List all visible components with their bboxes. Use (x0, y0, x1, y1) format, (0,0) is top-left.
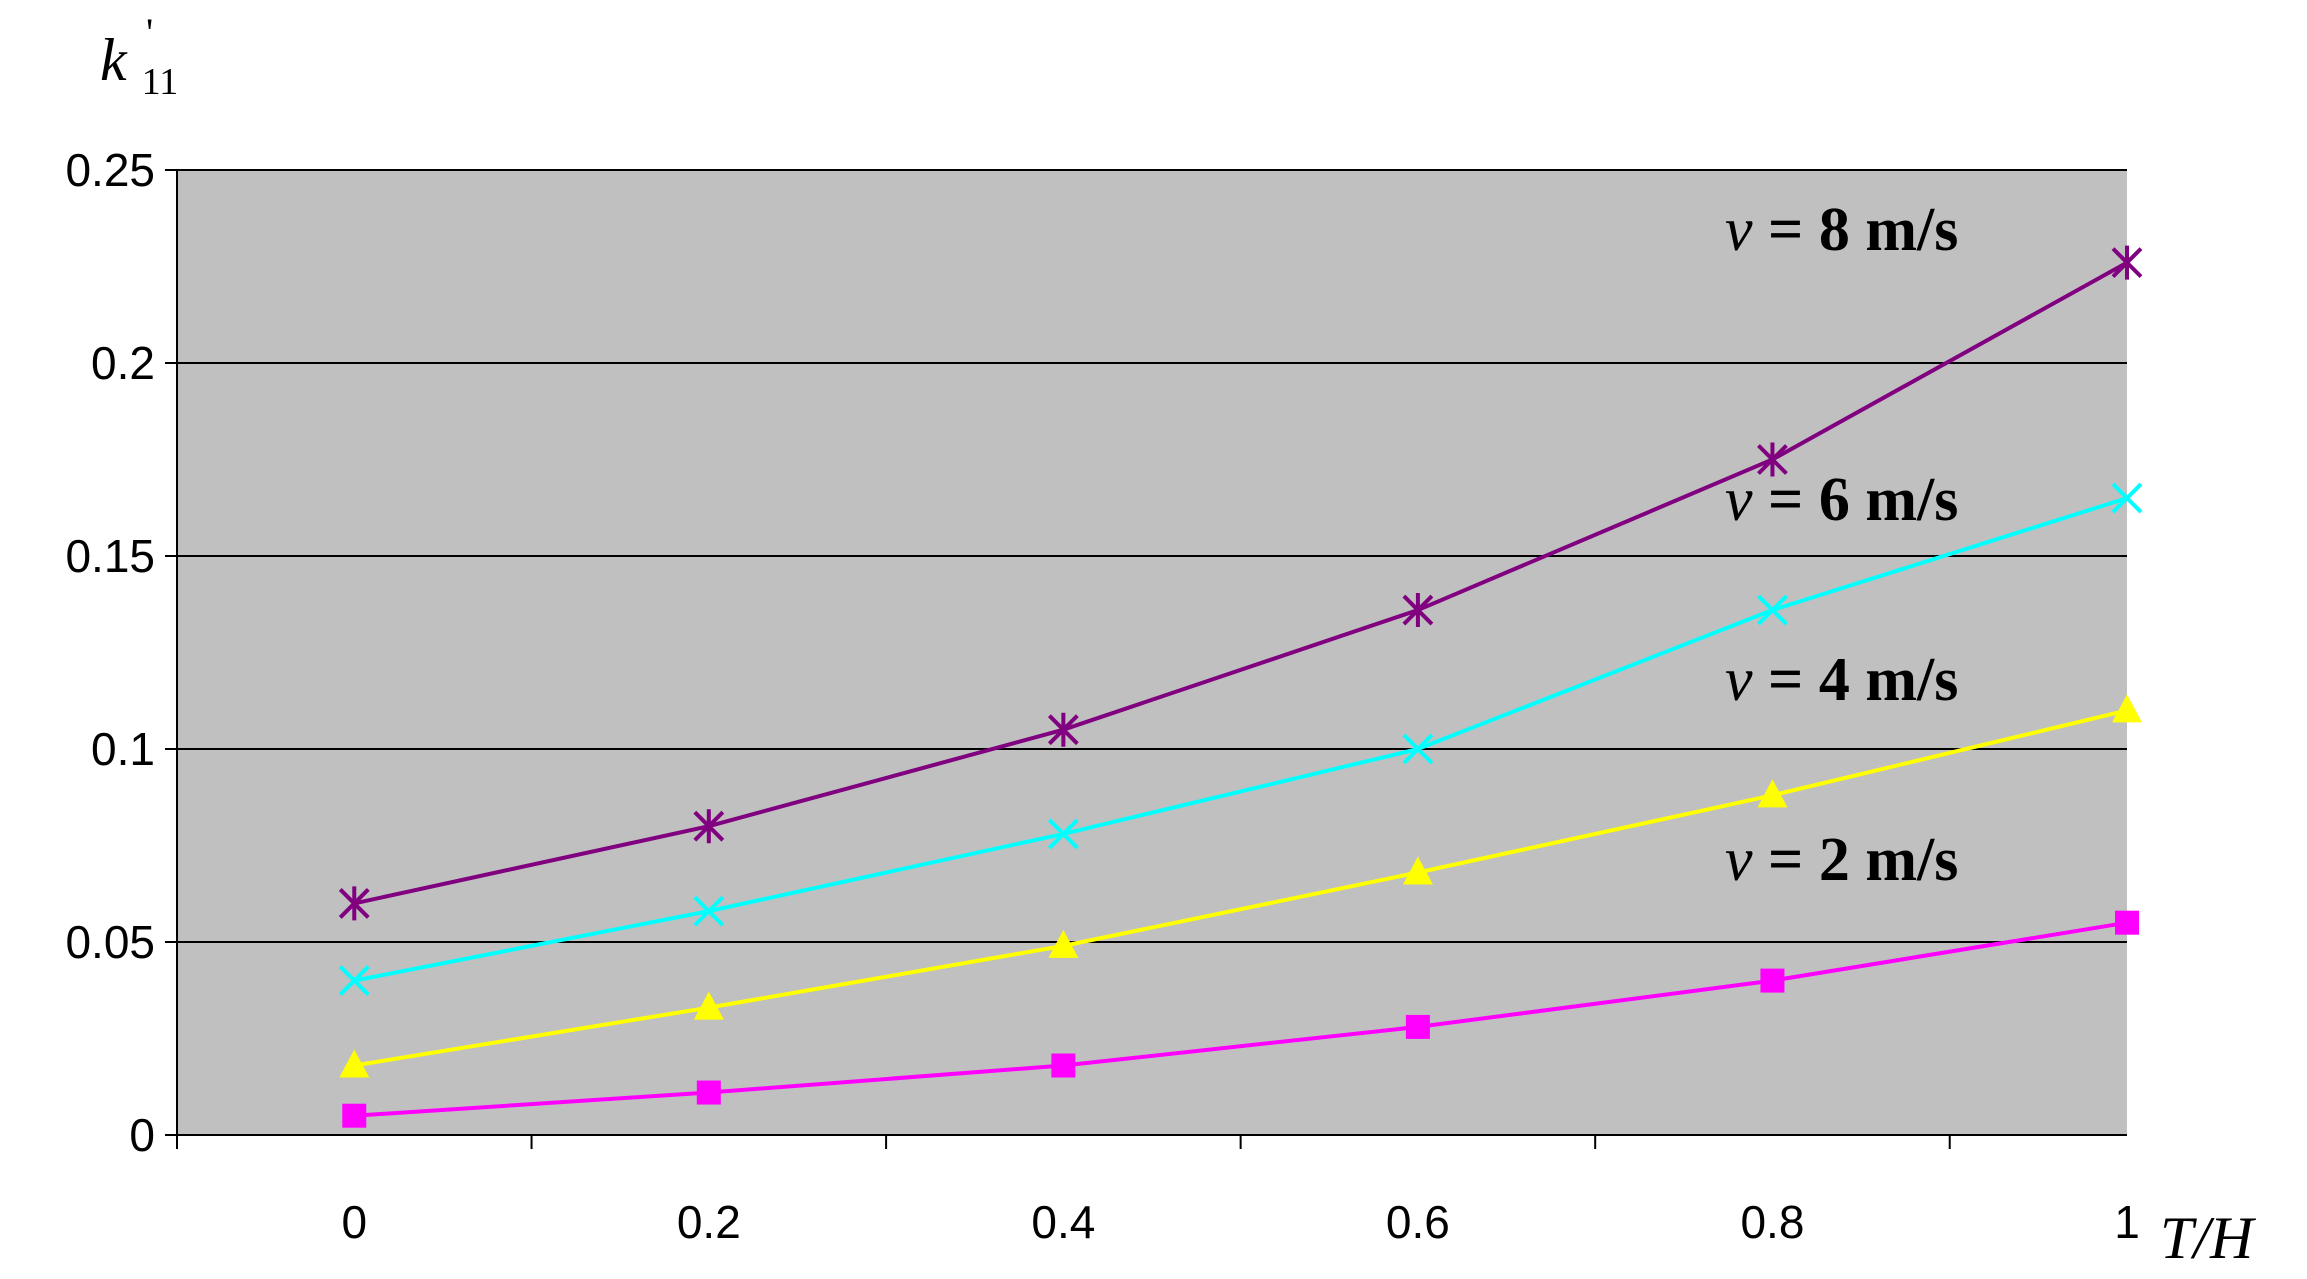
series-label: v = 2 m/s (1725, 826, 1958, 894)
series-lines (353, 260, 2128, 1118)
square-marker (1760, 968, 1785, 993)
y-tick-label: 0 (129, 1109, 155, 1161)
star-marker (693, 809, 725, 844)
y-tick-label: 0.15 (65, 530, 155, 582)
series-line (354, 920, 2128, 1118)
series-markers (338, 245, 2143, 1128)
star-marker (1047, 712, 1079, 747)
x-marker (1402, 733, 1434, 765)
star-marker (2111, 245, 2143, 280)
star-marker (1757, 442, 1788, 477)
square-marker (1405, 1014, 1430, 1039)
y-axis-title: k 11 ' (100, 10, 193, 107)
x-tick-label: 0.6 (1386, 1196, 1450, 1248)
series-label-variable: v (1725, 826, 1753, 894)
series-labels: v = 2 m/sv = 4 m/sv = 6 m/sv = 8 m/s (1725, 196, 1958, 894)
series-label: v = 6 m/s (1725, 466, 1958, 534)
triangle-marker (1048, 929, 1079, 958)
series-label-value: = 2 m/s (1753, 826, 1959, 894)
x-tick-label: 0.4 (1031, 1196, 1095, 1248)
x-tick-label: 0.2 (677, 1196, 741, 1248)
square-marker (696, 1080, 721, 1105)
square-marker (2115, 910, 2139, 935)
y-tick-label: 0.1 (91, 723, 155, 775)
square-marker (1051, 1053, 1076, 1078)
series-label-value: = 4 m/s (1753, 646, 1959, 714)
series-line (353, 496, 2128, 983)
x-tick-labels: 0 0.2 0.4 0.6 0.8 1 (341, 1196, 2139, 1248)
series-label-variable: v (1725, 196, 1753, 264)
gridlines (177, 169, 2127, 943)
star-marker (1402, 593, 1434, 628)
series-line (353, 260, 2128, 906)
series-label: v = 4 m/s (1725, 646, 1958, 714)
y-tick-label: 0.2 (91, 337, 155, 389)
x-tick-label: 0.8 (1740, 1196, 1804, 1248)
series-label-value: = 8 m/s (1753, 196, 1959, 264)
x-tick-label: 1 (2114, 1196, 2140, 1248)
triangle-marker (1757, 779, 1788, 808)
series-label-value: = 6 m/s (1753, 466, 1959, 534)
series-line (353, 708, 2128, 1068)
series-label-variable: v (1725, 646, 1753, 714)
triangle-marker (1402, 856, 1433, 885)
y-tick-label: 0.25 (65, 144, 155, 196)
series-label-variable: v (1725, 466, 1753, 534)
triangle-marker (339, 1049, 370, 1078)
x-marker (338, 965, 370, 997)
y-axis-title-base: k (100, 27, 128, 93)
y-tick-label: 0.05 (65, 916, 155, 968)
x-marker (1757, 594, 1788, 626)
series-label: v = 8 m/s (1725, 196, 1958, 264)
star-marker (338, 886, 370, 921)
triangle-marker (2112, 694, 2142, 723)
x-axis-title: T/H (2160, 1205, 2257, 1271)
square-marker (342, 1103, 367, 1128)
y-axis-title-subscript: 11 (142, 61, 179, 103)
x-marker (2111, 482, 2143, 514)
triangle-marker (693, 991, 724, 1020)
x-tick-label: 0 (341, 1196, 367, 1248)
y-tick-labels: 0 0.05 0.1 0.15 0.2 0.25 (65, 144, 155, 1161)
x-marker (1047, 818, 1079, 850)
y-axis-title-prime: ' (146, 10, 153, 55)
x-marker (693, 895, 725, 927)
axes (165, 169, 2127, 1149)
